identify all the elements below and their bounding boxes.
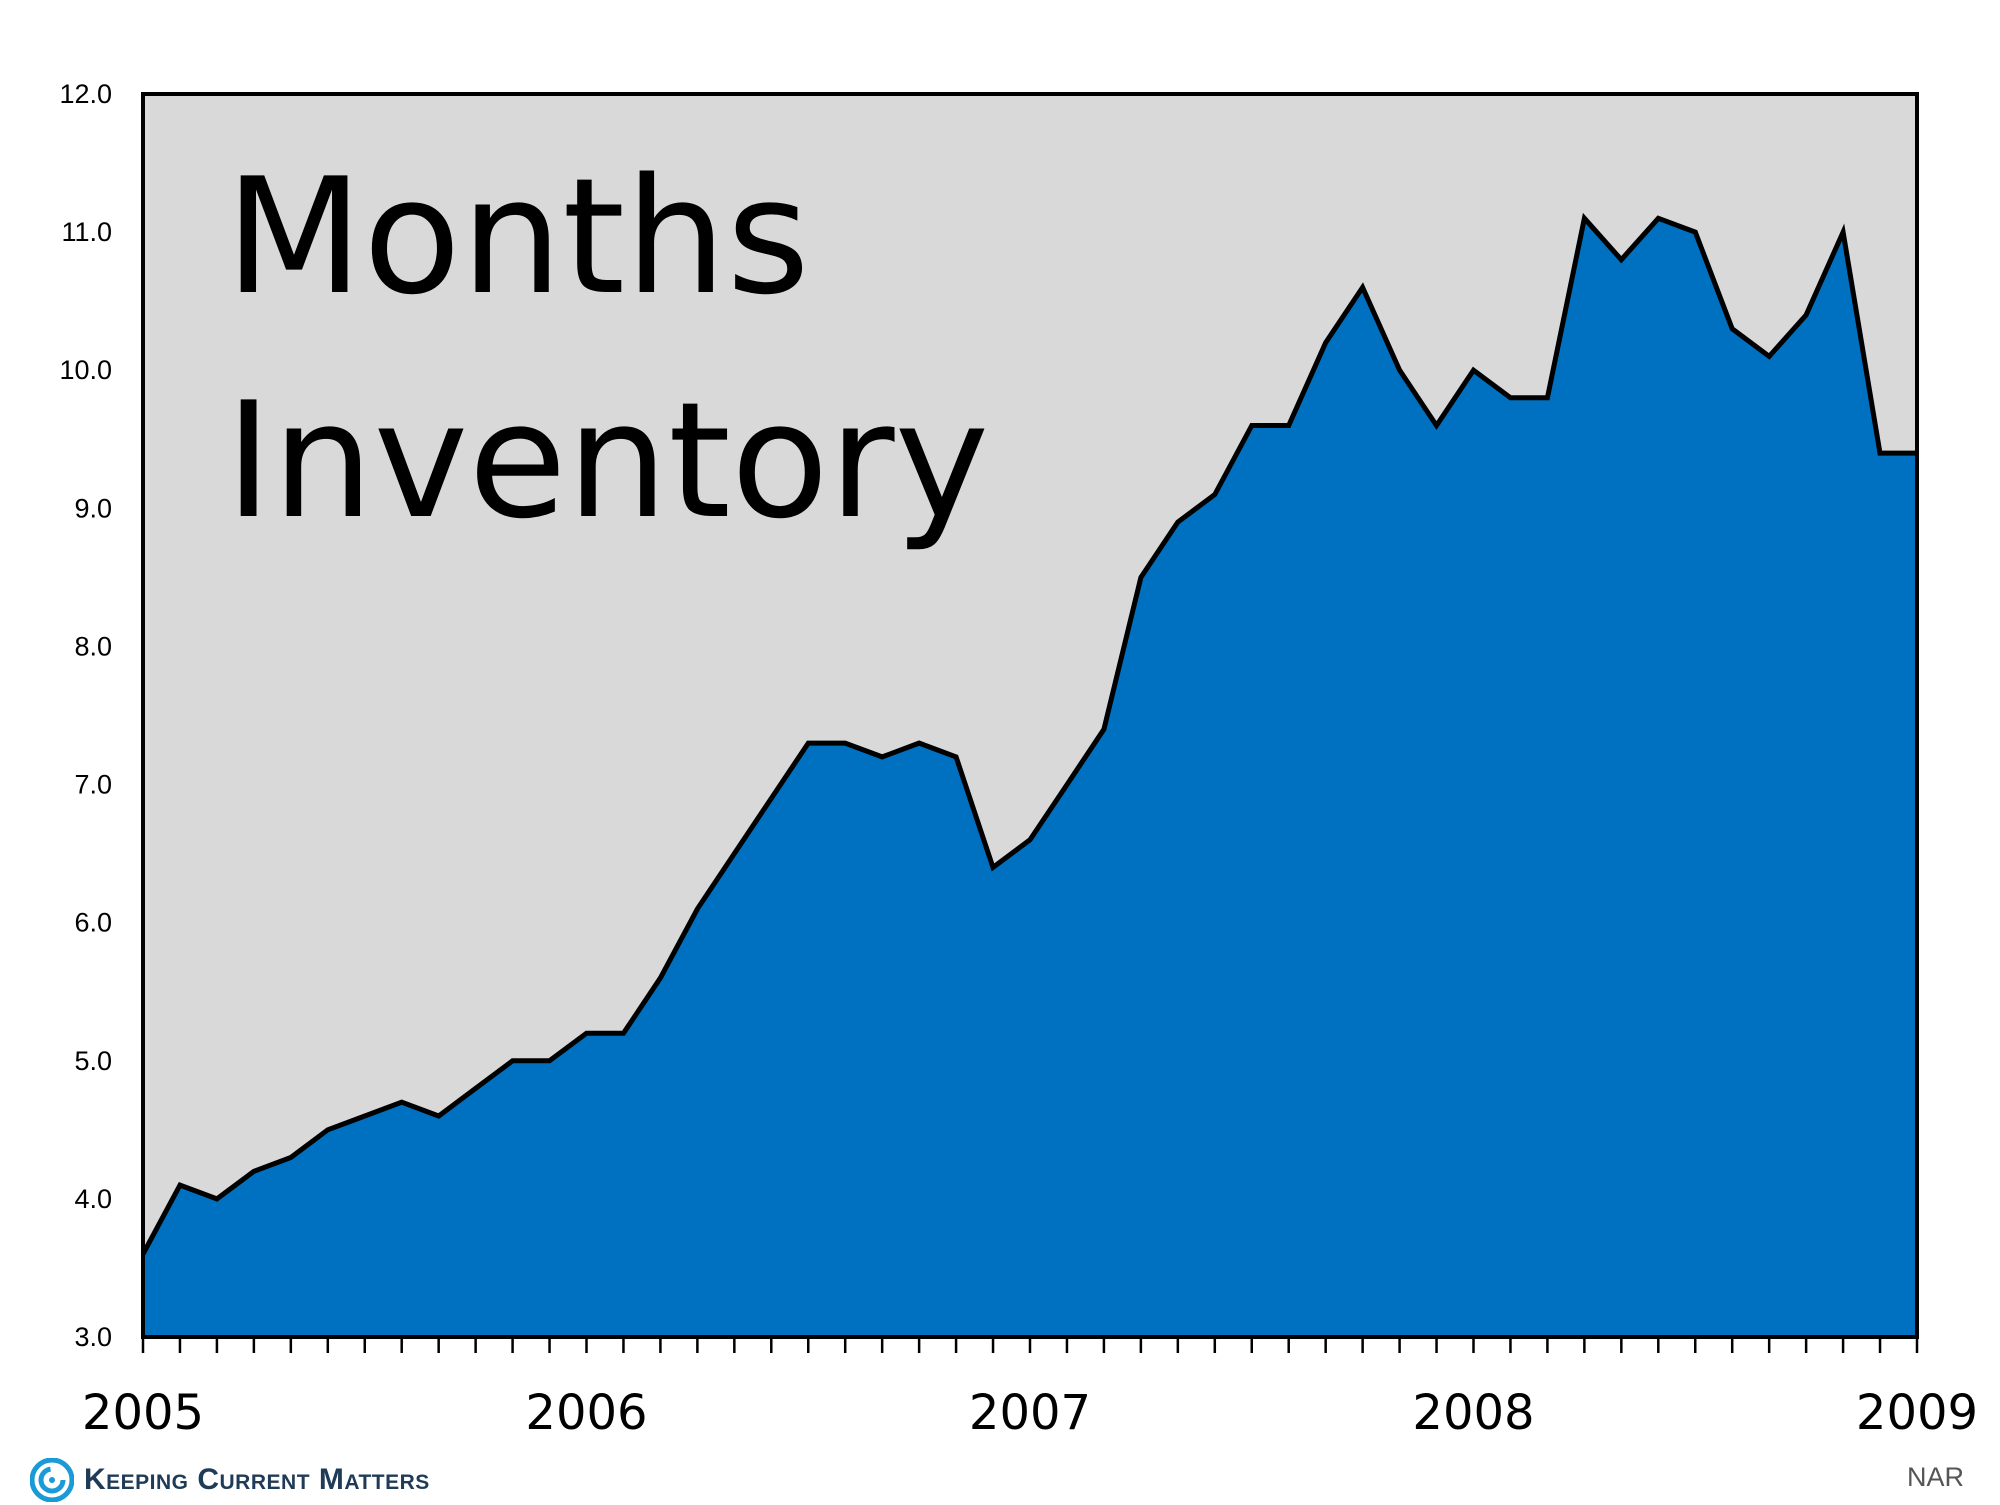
- data-point: [437, 1114, 441, 1118]
- brand-name: Keeping Current Matters: [84, 1463, 430, 1496]
- data-point: [695, 907, 699, 911]
- x-tick-label: 2007: [969, 1385, 1091, 1441]
- y-axis: 3.0 4.0 5.0 6.0 7.0 8.0 9.0 10.0 11.0 12.0: [59, 79, 112, 1352]
- data-point: [1472, 368, 1475, 372]
- data-point: [1176, 520, 1180, 524]
- data-point: [769, 796, 773, 800]
- y-tick-label: 9.0: [74, 493, 112, 523]
- y-tick-label: 10.0: [59, 355, 112, 385]
- data-point: [658, 976, 662, 980]
- data-point: [1545, 396, 1549, 400]
- y-tick-label: 7.0: [74, 770, 112, 800]
- y-tick-label: 12.0: [59, 79, 112, 109]
- x-tick-label: 2006: [525, 1385, 647, 1441]
- data-point: [1398, 368, 1402, 372]
- data-point: [954, 755, 958, 759]
- data-point: [252, 1169, 256, 1173]
- data-point: [732, 852, 736, 856]
- data-point: [991, 865, 995, 869]
- y-tick-label: 6.0: [74, 908, 112, 938]
- data-point: [1656, 216, 1660, 220]
- data-point: [1582, 216, 1586, 220]
- data-point: [1213, 493, 1217, 496]
- data-point: [1435, 424, 1438, 427]
- data-point: [548, 1059, 551, 1063]
- data-point: [622, 1031, 625, 1035]
- data-point: [1324, 341, 1328, 345]
- x-tick-label: 2008: [1412, 1385, 1534, 1441]
- x-tick-label: 2005: [82, 1385, 204, 1441]
- data-point: [1730, 327, 1734, 331]
- data-point: [1102, 727, 1106, 731]
- data-point: [215, 1197, 219, 1201]
- plot-frame: [141, 92, 1919, 1339]
- data-point: [917, 741, 921, 745]
- x-tick-label: 2009: [1856, 1385, 1978, 1441]
- x-axis: 2005 2006 2007 2008 2009: [82, 1337, 1978, 1441]
- data-point: [363, 1114, 367, 1118]
- data-point: [1287, 424, 1291, 427]
- data-point: [1878, 451, 1882, 455]
- data-point: [1767, 354, 1771, 358]
- y-tick-label: 5.0: [74, 1046, 112, 1076]
- data-point: [1693, 230, 1697, 234]
- data-point: [1250, 424, 1254, 427]
- data-point: [1065, 783, 1069, 787]
- data-point: [585, 1031, 588, 1035]
- y-tick-label: 11.0: [61, 217, 112, 247]
- y-tick-label: 4.0: [74, 1184, 112, 1214]
- data-point: [1619, 258, 1623, 262]
- data-point: [474, 1086, 478, 1090]
- y-tick-label: 3.0: [74, 1322, 112, 1352]
- data-point: [1139, 575, 1143, 579]
- swirl-logo-icon: [30, 1458, 74, 1502]
- data-point: [400, 1100, 404, 1104]
- chart-title-line-1: Months: [225, 143, 810, 330]
- data-point: [289, 1156, 293, 1159]
- y-tick-label: 8.0: [74, 631, 112, 661]
- data-point: [1028, 838, 1032, 842]
- data-point: [178, 1183, 182, 1187]
- data-point: [1841, 230, 1845, 234]
- data-point: [1509, 396, 1512, 400]
- chart-title-line-2: Inventory: [225, 367, 989, 554]
- source-label: NAR: [1906, 1462, 1964, 1492]
- data-point: [1804, 313, 1808, 317]
- series-area-group: [140, 212, 1917, 1337]
- data-point: [1361, 285, 1365, 289]
- brand-footer: Keeping Current Matters: [30, 1455, 430, 1505]
- data-point: [806, 741, 810, 745]
- data-point: [880, 755, 884, 759]
- data-point: [511, 1059, 515, 1063]
- data-point: [326, 1128, 330, 1132]
- data-point: [843, 741, 847, 745]
- series-area: [143, 218, 1917, 1337]
